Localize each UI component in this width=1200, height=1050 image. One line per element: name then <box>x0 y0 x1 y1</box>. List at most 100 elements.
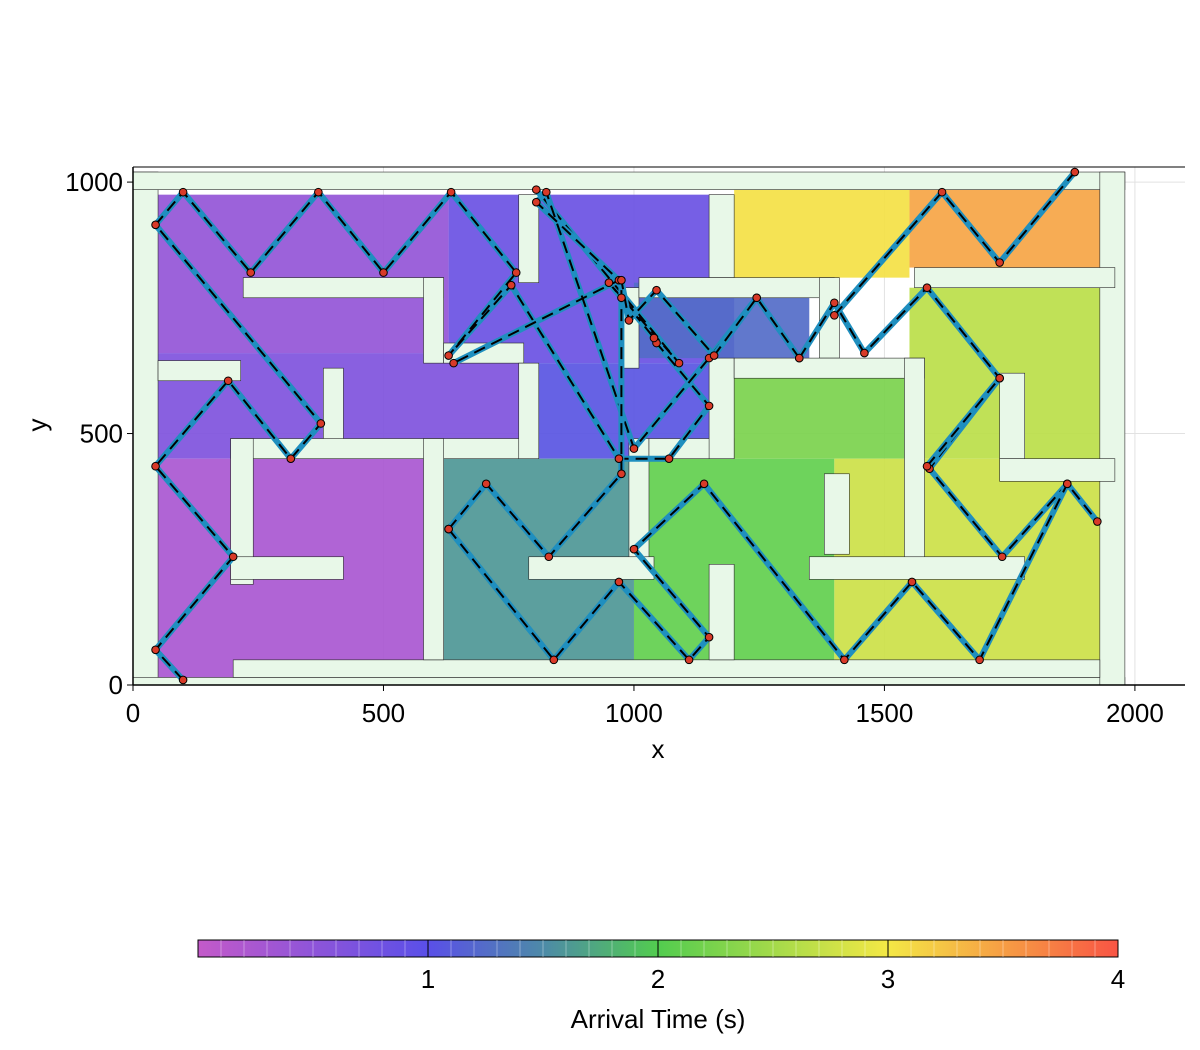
agent-path-dashed <box>926 377 1001 467</box>
y-tick-label: 0 <box>109 670 123 700</box>
wall-segment <box>708 357 735 459</box>
waypoint-marker <box>604 278 614 287</box>
waypoint-marker <box>1062 479 1072 489</box>
waypoint-marker <box>223 376 233 386</box>
wall-segment <box>904 357 925 570</box>
x-tick-label: 0 <box>126 698 140 728</box>
wall-segment <box>999 458 1116 482</box>
x-tick-label: 1500 <box>856 698 914 728</box>
waypoint-marker <box>674 358 684 368</box>
agent-path-dashed <box>833 171 1076 317</box>
waypoint-marker <box>531 197 541 207</box>
waypoint-marker <box>830 311 839 320</box>
waypoint-marker <box>446 187 456 197</box>
colorbar-label: Arrival Time (s) <box>571 1004 746 1034</box>
waypoint-marker <box>286 454 296 463</box>
waypoint-marker <box>531 185 541 194</box>
arrival-time-cell <box>909 187 1115 268</box>
colorbar: 1 2 3 4 Arrival Time (s) <box>197 939 1125 1034</box>
colorbar-tick-label: 4 <box>1111 964 1125 994</box>
waypoint-marker <box>444 524 453 534</box>
waypoint-marker <box>316 419 326 428</box>
waypoint-marker <box>1070 167 1080 177</box>
x-axis-label: x <box>652 734 665 764</box>
waypoint-marker <box>614 454 624 463</box>
waypoint-marker <box>629 544 639 554</box>
waypoint-marker <box>907 577 917 587</box>
colorbar-tick-label: 3 <box>881 964 895 994</box>
waypoint-marker <box>649 333 659 343</box>
wall-segment <box>999 372 1025 459</box>
waypoint-marker <box>617 293 626 303</box>
waypoint-marker <box>997 552 1007 562</box>
waypoint-marker <box>444 351 453 360</box>
wall-segment <box>1099 171 1126 685</box>
wall-segment <box>133 677 1126 685</box>
wall-segment <box>708 564 735 661</box>
wall-segment <box>423 277 444 364</box>
waypoint-marker <box>178 675 188 685</box>
agent-paths <box>151 167 1102 685</box>
maze-walls <box>133 171 1126 685</box>
waypoint-marker <box>629 444 639 453</box>
waypoint-marker <box>151 461 160 471</box>
waypoint-marker <box>617 469 626 479</box>
waypoint-marker <box>704 401 714 411</box>
waypoint-marker <box>922 283 932 292</box>
waypoint-marker <box>652 285 661 295</box>
wall-segment <box>824 473 850 555</box>
y-ticks: 0 500 1000 <box>65 167 133 700</box>
arrival-time-cell <box>734 187 910 278</box>
colorbar-tick-label: 1 <box>421 964 435 994</box>
waypoint-marker <box>617 275 626 285</box>
wall-segment <box>230 438 254 585</box>
waypoint-marker <box>228 552 238 562</box>
wall-segment <box>157 360 242 382</box>
waypoint-marker <box>830 298 839 308</box>
waypoint-marker <box>511 268 521 277</box>
waypoint-marker <box>541 187 551 197</box>
waypoint-marker <box>922 461 932 471</box>
wall-segment <box>423 438 444 661</box>
x-tick-label: 1000 <box>605 698 663 728</box>
waypoint-marker <box>794 353 804 363</box>
wall-segment <box>518 194 540 283</box>
wall-segment <box>733 357 925 379</box>
waypoint-marker <box>314 187 323 197</box>
waypoint-marker <box>151 220 160 230</box>
waypoint-marker <box>549 655 559 665</box>
waypoint-marker <box>178 187 188 197</box>
waypoint-marker <box>544 552 554 562</box>
waypoint-marker <box>614 577 624 587</box>
waypoint-marker <box>975 655 984 665</box>
colorbar-ticks: 1 2 3 4 <box>220 940 1125 994</box>
wall-segment <box>230 556 344 580</box>
waypoint-marker <box>246 268 256 277</box>
waypoint-marker <box>995 373 1004 383</box>
wall-segment <box>914 267 1116 288</box>
wall-segment <box>518 362 540 459</box>
waypoint-marker <box>481 479 491 489</box>
waypoint-marker <box>995 258 1004 267</box>
waypoint-marker <box>704 632 714 642</box>
y-tick-label: 1000 <box>65 167 123 197</box>
waypoint-marker <box>1093 517 1102 526</box>
waypoint-marker <box>840 655 849 665</box>
colorbar-tick-label: 2 <box>651 964 665 994</box>
y-axis-label: y <box>22 419 52 432</box>
wall-segment <box>242 277 444 299</box>
waypoint-marker <box>449 358 458 368</box>
wall-segment <box>708 194 735 278</box>
x-ticks: 0 500 1000 1500 2000 <box>126 685 1164 728</box>
waypoint-marker <box>664 454 674 463</box>
y-tick-label: 500 <box>80 419 123 449</box>
waypoint-marker <box>699 479 709 489</box>
wall-segment <box>638 277 835 299</box>
waypoint-marker <box>684 655 694 665</box>
x-tick-label: 2000 <box>1106 698 1164 728</box>
waypoint-marker <box>752 293 761 303</box>
waypoint-marker <box>937 187 947 197</box>
wall-segment <box>133 171 1126 190</box>
waypoint-marker <box>624 316 634 325</box>
